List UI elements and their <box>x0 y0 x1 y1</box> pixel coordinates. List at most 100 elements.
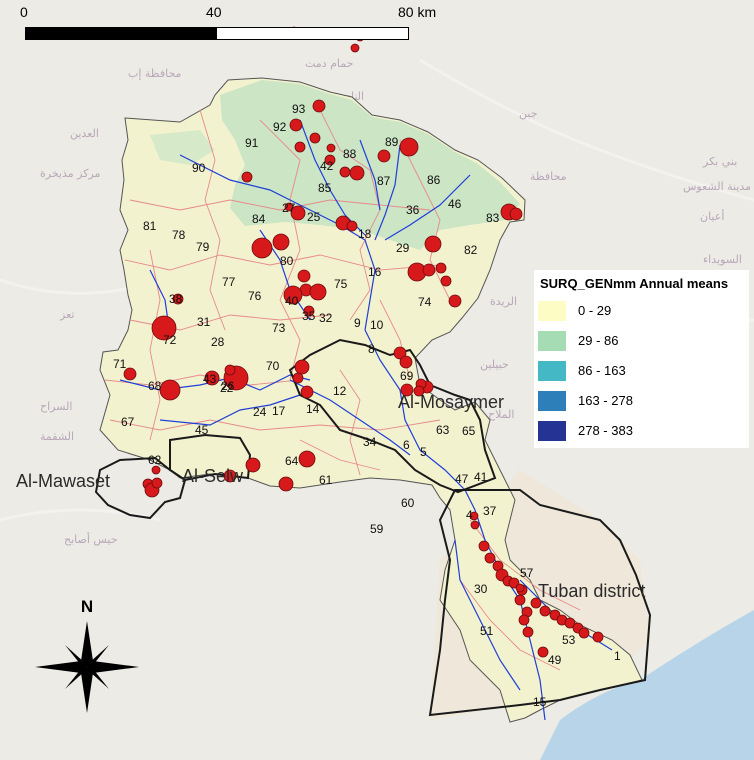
background-place-name: محافظة إب <box>128 67 182 80</box>
outlet-point <box>224 364 236 376</box>
legend-title: SURQ_GENmm Annual means <box>540 276 729 291</box>
background-place-name: حمام دمت <box>305 57 353 70</box>
subbasin-label: 77 <box>222 275 236 289</box>
legend-swatch <box>538 391 566 411</box>
subbasin-label: 59 <box>370 522 384 536</box>
outlet-point <box>469 511 479 521</box>
outlet-point <box>294 141 306 153</box>
subbasin-label: 64 <box>285 454 299 468</box>
subbasin-label: 46 <box>448 197 462 211</box>
subbasin-label: 92 <box>273 120 287 134</box>
subbasin-label: 27 <box>282 201 296 215</box>
outlet-point <box>172 293 184 305</box>
subbasin-label: 30 <box>474 582 488 596</box>
outlet-point <box>151 315 177 341</box>
north-arrow-label: N <box>81 597 93 616</box>
outlet-point <box>204 370 220 386</box>
subbasin-label: 28 <box>211 335 225 349</box>
outlet-point <box>223 469 237 483</box>
subbasin-label: 6 <box>403 438 410 452</box>
scale-label-40: 40 <box>206 4 222 20</box>
outlet-point <box>530 597 542 609</box>
background-place-name: مركز مذيخرة <box>40 167 101 180</box>
outlet-point <box>399 137 419 157</box>
highland-zone-2 <box>150 130 215 165</box>
subbasin-label: 84 <box>252 212 266 226</box>
outlet-point <box>284 202 294 212</box>
subbasin-label: 67 <box>121 415 135 429</box>
background-place-name: جبن <box>519 107 538 120</box>
subbasin-label: 16 <box>368 265 382 279</box>
subbasin-label: 79 <box>196 240 210 254</box>
subbasin-label: 69 <box>400 369 414 383</box>
legend-swatch <box>538 331 566 351</box>
outlet-point <box>292 372 304 384</box>
outlet-point <box>422 263 436 277</box>
outlet-point <box>324 154 336 166</box>
scale-bar <box>25 27 409 40</box>
subbasin-label: 49 <box>548 653 562 667</box>
subbasin-label: 24 <box>253 405 267 419</box>
outlet-point <box>413 385 425 397</box>
background-place-name: الشقمة <box>40 430 74 443</box>
outlet-point <box>303 305 315 317</box>
subbasin-label: 83 <box>486 211 500 225</box>
subbasin-label: 80 <box>280 254 294 268</box>
outlet-point <box>393 346 407 360</box>
scale-label-0: 0 <box>20 4 28 20</box>
compass-star-icon <box>35 621 139 713</box>
subbasin-label: 12 <box>333 384 347 398</box>
subbasin-label: 10 <box>370 318 384 332</box>
subbasin-label: 91 <box>245 136 259 150</box>
subbasin-label: 45 <box>195 423 209 437</box>
outlet-point <box>309 283 327 301</box>
outlet-point <box>300 385 314 399</box>
subbasin-label: 93 <box>292 102 306 116</box>
subbasin-label: 29 <box>396 241 410 255</box>
subbasin-label: 17 <box>272 404 286 418</box>
background-place-name: حيس أصابح <box>64 532 118 546</box>
outlet-point <box>283 285 303 305</box>
outlet-point <box>470 520 480 530</box>
subbasin-label: 25 <box>307 210 321 224</box>
outlet-point <box>312 99 326 113</box>
subbasin-label: 35 <box>302 309 316 323</box>
scale-bar-black-segment <box>26 28 217 39</box>
outlet-points <box>123 26 604 658</box>
legend-swatch <box>538 421 566 441</box>
legend-label: 86 - 163 <box>578 363 626 378</box>
background-place-name: السراح <box>40 400 72 413</box>
watershed-basin <box>99 77 643 723</box>
outlet-point <box>377 149 391 163</box>
subbasin-label: 70 <box>266 359 280 373</box>
outlet-point <box>509 207 523 221</box>
background-place-name: الملاح <box>488 408 514 421</box>
subbasin-label: 36 <box>406 203 420 217</box>
subbasin-label: 5 <box>420 445 427 459</box>
subbasin-label: 53 <box>562 633 576 647</box>
outlet-point <box>399 355 413 369</box>
legend-label: 0 - 29 <box>578 303 612 318</box>
outlet-point <box>400 383 414 397</box>
district-label-tuban: Tuban district <box>538 581 645 601</box>
outlet-point <box>159 379 181 401</box>
subbasin-label: 76 <box>248 289 262 303</box>
outlet-point <box>478 540 490 552</box>
subbasin-label: 71 <box>113 357 127 371</box>
subbasin-label: 34 <box>363 435 377 449</box>
subbasin-label: 90 <box>192 161 206 175</box>
subbasin-label: 81 <box>143 219 157 233</box>
outlet-point <box>537 646 549 658</box>
outlet-point <box>424 235 442 253</box>
subbasin-label: 51 <box>480 624 494 638</box>
outlet-point <box>294 359 310 375</box>
outlet-point <box>297 269 311 283</box>
subbasin-label: 40 <box>285 294 299 308</box>
outlet-point <box>346 220 358 232</box>
subbasin-label: 82 <box>464 243 478 257</box>
legend-label: 278 - 383 <box>578 423 633 438</box>
background-place-name: حبيلين <box>480 358 509 371</box>
outlet-point <box>448 294 462 308</box>
